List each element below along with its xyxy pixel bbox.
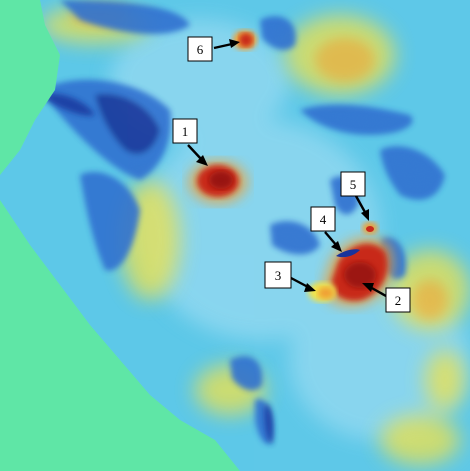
anomaly-4-feature <box>336 249 360 258</box>
callout-1-box <box>172 118 198 144</box>
anomaly-3-blob <box>308 282 336 302</box>
callout-4-label: 4 <box>320 212 327 227</box>
callout-5-box <box>340 171 366 197</box>
callout-4-box <box>310 206 336 232</box>
callout-6-box <box>187 36 213 62</box>
callout-1-label: 1 <box>182 124 189 139</box>
callout-3-box <box>264 261 292 289</box>
callout-4: 4 <box>310 206 342 252</box>
callout-2-label: 2 <box>395 293 402 308</box>
anomaly-6-blob <box>233 30 257 50</box>
callout-1: 1 <box>172 118 208 166</box>
callout-6-label: 6 <box>197 42 204 57</box>
callout-6: 6 <box>187 36 240 62</box>
callout-5-label: 5 <box>350 177 357 192</box>
callout-2: 2 <box>362 283 411 313</box>
callout-3-label: 3 <box>275 268 282 283</box>
callout-5: 5 <box>340 171 369 221</box>
anomaly-1-blob <box>188 160 248 204</box>
anomaly-5-blob <box>362 222 378 234</box>
callout-2-box <box>385 287 411 313</box>
callout-3: 3 <box>264 261 316 292</box>
callout-layer: 6 1 5 4 <box>172 36 411 313</box>
